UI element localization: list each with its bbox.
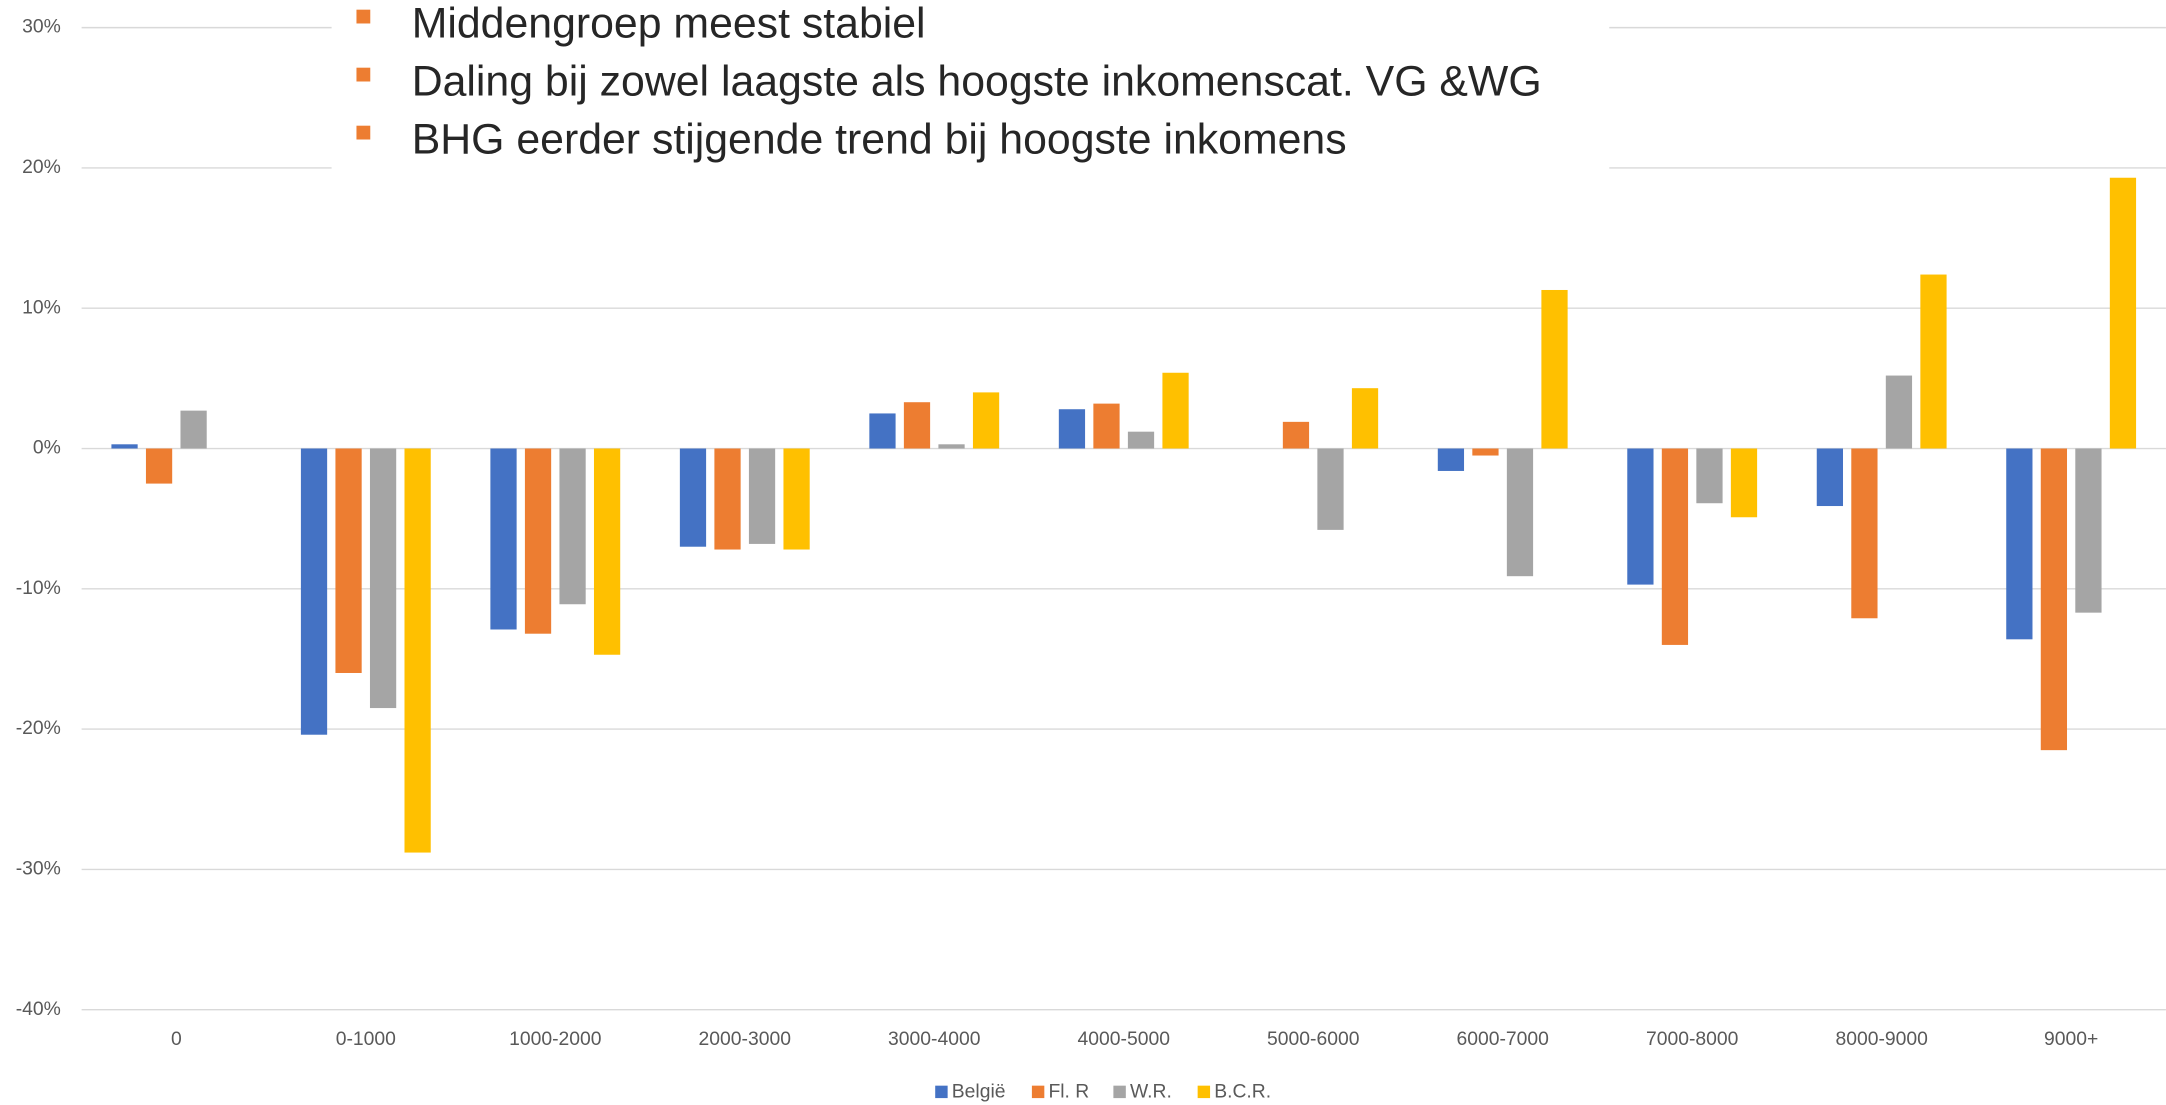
y-tick-label: -30% [16, 859, 61, 880]
bar [2006, 448, 2033, 640]
bar [369, 448, 397, 709]
y-tick-label: 10% [22, 297, 61, 318]
bar [679, 448, 707, 547]
x-tick-label: 9000+ [2044, 1029, 2098, 1050]
bar [1730, 448, 1758, 518]
bar [1885, 375, 1913, 449]
bar [1317, 448, 1344, 530]
bar [145, 448, 173, 484]
legend-swatch [1031, 1085, 1045, 1099]
bar [404, 448, 431, 853]
x-tick-label: 7000-8000 [1646, 1029, 1738, 1050]
bar [938, 444, 965, 449]
bar [1696, 448, 1723, 504]
y-tick-label: -10% [16, 578, 61, 599]
x-tick-label: 5000-6000 [1267, 1029, 1359, 1050]
bar [2109, 177, 2137, 449]
bar [111, 444, 138, 449]
bar [1506, 448, 1534, 577]
annotation: Middengroep meest stabiel [412, 0, 926, 48]
y-tick-label: 0% [33, 438, 61, 459]
bar [1351, 388, 1379, 449]
bar [180, 410, 207, 449]
legend-swatch [1197, 1085, 1211, 1099]
bar [559, 448, 586, 605]
bar [1661, 448, 1689, 645]
x-tick-label: 8000-9000 [1835, 1029, 1927, 1050]
bar [748, 448, 776, 544]
x-tick-label: 0-1000 [336, 1029, 396, 1050]
bar [524, 448, 552, 634]
legend-label: B.C.R. [1214, 1082, 1271, 1103]
bar [869, 413, 896, 449]
bar [2040, 448, 2068, 751]
bar [593, 448, 621, 655]
bar [1093, 403, 1120, 449]
annotation: Daling bij zowel laagste als hoogste ink… [412, 58, 1542, 106]
bar [1541, 289, 1568, 449]
bar [1282, 421, 1310, 449]
y-tick-label: -40% [16, 999, 61, 1020]
x-tick-label: 2000-3000 [699, 1029, 791, 1050]
x-tick-label: 1000-2000 [509, 1029, 601, 1050]
bar [1627, 448, 1654, 585]
bar [783, 448, 810, 550]
y-tick-label: 20% [22, 157, 61, 178]
bullet [356, 9, 371, 24]
y-tick-label: -20% [16, 718, 61, 739]
bar [1472, 448, 1499, 456]
bar [2075, 448, 2102, 613]
legend-swatch [1113, 1085, 1126, 1099]
bar [714, 448, 741, 550]
bar [1162, 372, 1189, 449]
bar [1058, 409, 1086, 449]
x-tick-label: 4000-5000 [1078, 1029, 1170, 1050]
y-tick-label: 30% [22, 17, 61, 38]
bar [1127, 431, 1155, 449]
x-tick-label: 6000-7000 [1456, 1029, 1548, 1050]
bar [335, 448, 362, 673]
legend-label: W.R. [1130, 1082, 1172, 1103]
legend-swatch [935, 1085, 948, 1099]
bar [1851, 448, 1878, 619]
bar [300, 448, 328, 735]
x-tick-label: 0 [171, 1029, 182, 1050]
annotation-box [331, 0, 1610, 173]
x-tick-label: 3000-4000 [888, 1029, 980, 1050]
bar [490, 448, 517, 630]
bullet [356, 67, 371, 82]
legend-label: Fl. R [1048, 1082, 1089, 1103]
bar [1920, 274, 1947, 449]
bar [1437, 448, 1465, 471]
bar [903, 402, 931, 449]
annotation: BHG eerder stijgende trend bij hoogste i… [412, 116, 1347, 164]
bar [972, 392, 1000, 449]
bullet [356, 125, 371, 140]
bar [1816, 448, 1844, 507]
legend-label: België [952, 1082, 1006, 1103]
